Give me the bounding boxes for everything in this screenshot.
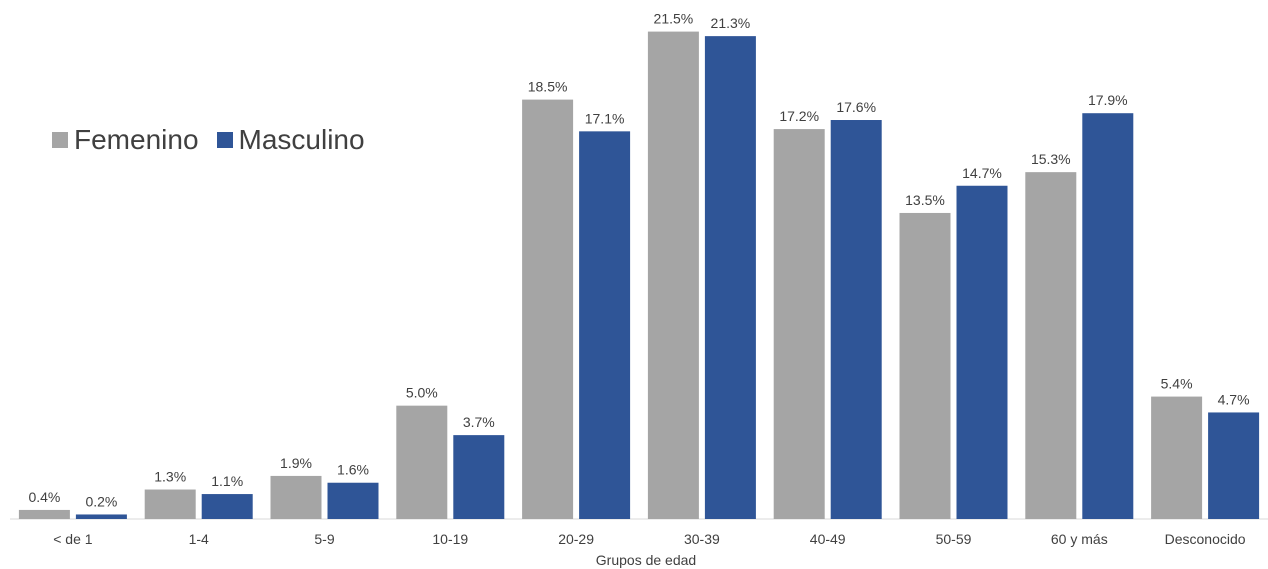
bar-femenino-1 [144,489,196,519]
data-label-masculino-1: 1.1% [211,473,243,489]
legend-item-femenino: Femenino [52,124,199,156]
legend-label-masculino: Masculino [238,124,365,155]
data-label-femenino-8: 15.3% [1031,151,1071,167]
data-label-masculino-0: 0.2% [85,493,117,509]
bar-masculino-0 [75,514,127,519]
x-tick-labels-group: < de 1 1-4 5-9 10-19 20-29 30-39 40-49 50-59 60 … [53,531,1246,547]
data-label-masculino-4: 17.1% [585,110,625,126]
x-tick-label-7: 50-59 [936,531,972,547]
data-label-masculino-5: 21.3% [711,15,751,31]
bar-masculino-8 [1082,113,1134,519]
bar-masculino-3 [453,435,505,519]
bar-masculino-7 [956,185,1008,519]
x-tick-label-4: 20-29 [558,531,594,547]
bar-femenino-0 [18,509,70,519]
data-label-femenino-7: 13.5% [905,192,945,208]
x-tick-label-9: Desconocido [1165,531,1246,547]
bar-masculino-9 [1208,412,1260,519]
x-tick-label-0: < de 1 [53,531,93,547]
bar-femenino-2 [270,475,322,519]
bar-femenino-4 [522,99,574,519]
bar-femenino-3 [396,405,448,519]
bar-masculino-1 [201,494,253,519]
data-label-femenino-1: 1.3% [154,469,186,485]
data-label-femenino-6: 17.2% [779,108,819,124]
data-label-femenino-3: 5.0% [406,385,438,401]
data-label-masculino-3: 3.7% [463,414,495,430]
data-label-masculino-2: 1.6% [337,462,369,478]
x-axis-title: Grupos de edad [596,552,696,568]
chart-legend: Femenino Masculino [52,124,383,156]
legend-item-masculino: Masculino [216,124,365,156]
x-tick-label-6: 40-49 [810,531,846,547]
bar-femenino-9 [1151,396,1203,519]
bar-masculino-6 [830,120,882,520]
bar-femenino-5 [647,31,699,519]
x-tick-label-3: 10-19 [432,531,468,547]
x-tick-label-5: 30-39 [684,531,720,547]
bars-group [18,31,1260,520]
x-tick-label-8: 60 y más [1051,531,1108,547]
bar-masculino-2 [327,482,379,519]
data-label-masculino-6: 17.6% [836,99,876,115]
data-label-femenino-4: 18.5% [528,79,568,95]
data-label-masculino-7: 14.7% [962,165,1002,181]
legend-label-femenino: Femenino [74,124,199,155]
data-label-femenino-9: 5.4% [1161,376,1193,392]
bar-masculino-4 [579,131,631,519]
x-tick-label-1: 1-4 [189,531,209,547]
data-label-masculino-9: 4.7% [1218,391,1250,407]
data-label-femenino-2: 1.9% [280,455,312,471]
legend-swatch-masculino [216,132,233,148]
bar-femenino-8 [1025,172,1077,520]
data-labels-group: 0.4% 0.2% 1.3% 1.1% 1.9% 1.6% 5.0% 3.7% 18.5% 17.… [28,11,1249,510]
bar-femenino-7 [899,212,951,519]
legend-swatch-femenino [52,132,68,148]
x-tick-label-2: 5-9 [314,531,334,547]
bar-masculino-5 [704,36,756,520]
data-label-femenino-5: 21.5% [654,11,694,27]
bar-femenino-6 [773,129,825,520]
data-label-femenino-0: 0.4% [28,489,60,505]
data-label-masculino-8: 17.9% [1088,92,1128,108]
